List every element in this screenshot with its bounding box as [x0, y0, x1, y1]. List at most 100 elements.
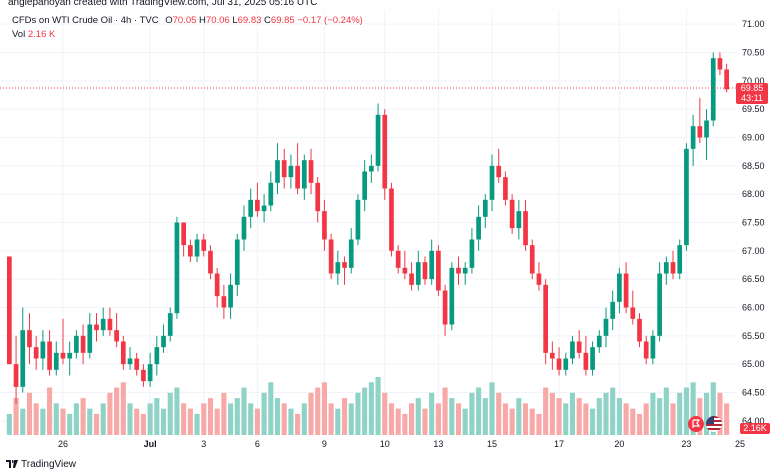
- close-label: C: [264, 15, 271, 26]
- candle-body: [107, 318, 113, 331]
- volume-bar: [549, 392, 555, 435]
- credit-text: anglepanoyan created with TradingView.co…: [8, 0, 318, 8]
- candle-body: [255, 199, 260, 212]
- volume-bar: [650, 392, 656, 435]
- volume-bar: [181, 403, 187, 435]
- volume-bar: [610, 387, 616, 435]
- volume-bar: [80, 398, 86, 435]
- candle-body: [402, 267, 408, 274]
- candle-body: [684, 148, 689, 246]
- volume-bar: [643, 403, 649, 435]
- candle-body: [415, 262, 421, 285]
- candle-body: [114, 330, 119, 342]
- volume-bar: [375, 377, 381, 435]
- volume-bar: [449, 398, 455, 435]
- y-tick-label: 69.00: [742, 133, 765, 143]
- volume-bar: [590, 408, 596, 435]
- volume-bar: [207, 398, 214, 435]
- volume-bar: [107, 392, 113, 435]
- candle-body: [234, 239, 240, 285]
- candle-body: [228, 284, 233, 308]
- volume-bar: [670, 403, 676, 435]
- dividends-flag-icon[interactable]: [688, 416, 704, 432]
- candle-body: [67, 352, 73, 359]
- candle-body: [295, 165, 300, 189]
- candle-body: [462, 267, 468, 274]
- volume-bar: [187, 408, 193, 435]
- us-flag-icon[interactable]: [706, 416, 722, 432]
- candle-body: [536, 273, 542, 285]
- volume-bar: [482, 398, 488, 435]
- candle-body: [456, 267, 461, 274]
- y-tick-label: 65.50: [742, 331, 765, 341]
- y-tick-label: 69.50: [742, 104, 765, 114]
- y-tick-label: 71.00: [742, 19, 765, 29]
- candle-body: [382, 114, 388, 189]
- candle-body: [369, 165, 374, 172]
- volume-value: 2.16 K: [27, 29, 56, 40]
- candle-body: [241, 216, 247, 240]
- volume-bar: [576, 398, 582, 435]
- candle-body: [301, 160, 307, 189]
- bar-countdown: 43:11: [741, 93, 763, 103]
- candle-body: [248, 199, 254, 217]
- candle-body: [389, 188, 394, 251]
- volume-bar: [254, 408, 260, 435]
- volume-bar: [73, 403, 79, 435]
- symbol-name[interactable]: CFDs on WTI Crude Oil · 4h · TVC: [12, 15, 159, 26]
- last-price-tag: 69.85 43:11: [736, 83, 768, 104]
- volume-bar: [274, 398, 281, 435]
- candle-body: [47, 341, 52, 370]
- x-tick-label: 10: [380, 439, 390, 449]
- volume-bar: [616, 398, 622, 435]
- volume-bar: [87, 408, 93, 435]
- candle-body: [670, 262, 676, 274]
- candle-body: [154, 347, 160, 365]
- time-axis-bg[interactable]: [0, 435, 780, 455]
- volume-bar: [522, 403, 529, 435]
- candle-body: [33, 347, 39, 359]
- volume-bar: [657, 398, 663, 435]
- volume-bar: [596, 398, 602, 435]
- candle-body: [328, 239, 334, 274]
- volume-tag: 2.16K: [740, 423, 770, 434]
- high-label: H: [199, 15, 206, 26]
- candle-body: [543, 284, 548, 353]
- tradingview-logo[interactable]: TradingView: [6, 459, 76, 470]
- price-chart[interactable]: 71.00 70.50 70.00 69.50 69.00 68.50 68.00 67.50…: [0, 0, 780, 455]
- candle-body: [449, 267, 455, 325]
- y-tick-label: 67.00: [742, 246, 765, 256]
- volume-bar: [120, 382, 126, 435]
- candle-body: [214, 273, 220, 297]
- candle-body: [717, 58, 723, 70]
- volume-bar: [100, 403, 106, 435]
- volume-bar: [623, 403, 629, 435]
- volume-bar: [248, 403, 254, 435]
- candle-body: [395, 250, 401, 268]
- volume-bar: [489, 382, 495, 435]
- volume-bar: [147, 403, 153, 435]
- x-tick-label: 25: [735, 439, 745, 449]
- candle-body: [630, 307, 636, 319]
- price-axis-bg[interactable]: [736, 10, 780, 435]
- candle-body: [623, 273, 629, 308]
- candle-body: [315, 182, 321, 212]
- candle-body: [281, 160, 287, 178]
- y-tick-label: 68.50: [742, 161, 765, 171]
- volume-bar: [509, 408, 515, 435]
- x-axis-ticks: 26Jul3691013151720232529Aug: [58, 439, 745, 449]
- volume-bar: [703, 392, 710, 435]
- candle-body: [550, 352, 555, 359]
- candle-body: [663, 262, 669, 274]
- candle-body: [657, 273, 662, 336]
- volume-bar: [301, 403, 307, 435]
- volume-bar: [234, 398, 240, 435]
- y-tick-label: 64.00: [742, 416, 765, 426]
- candle-body: [335, 262, 341, 274]
- candle-body: [53, 352, 59, 370]
- candle-body: [268, 182, 274, 206]
- candle-body: [422, 262, 428, 280]
- volume-bar: [516, 398, 522, 435]
- volume-bar: [13, 398, 19, 435]
- candle-body: [221, 296, 227, 308]
